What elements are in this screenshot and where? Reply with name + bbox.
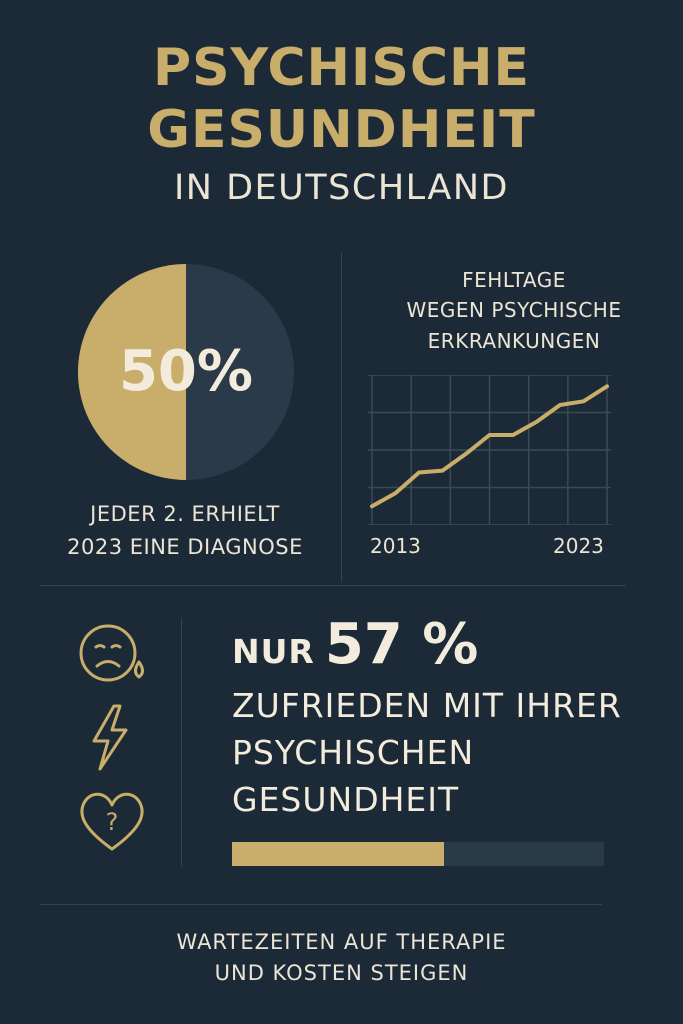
satisfaction-text-line-2: PSYCHISCHEN [232,733,475,772]
satisfaction-text-line-1: ZUFRIEDEN MIT IHRER [232,686,622,725]
x-tick-label-start: 2013 [370,534,421,558]
series-line-sick-days [370,384,609,509]
satisfaction-prefix: NUR [232,632,315,671]
divider-top-vertical [341,252,342,582]
svg-text:?: ? [106,808,119,836]
divider-middle [40,585,626,586]
chart-title-line-3: ERKRANKUNGEN [427,329,601,353]
subtitle: IN DEUTSCHLAND [173,168,510,208]
diagnosis-pie [78,264,294,480]
footer-line-1: WARTEZEITEN AUF THERAPIE [176,930,507,954]
chart-grid [368,375,611,525]
chart-title-line-2: WEGEN PSYCHISCHE [406,298,622,322]
satisfaction-text-line-3: GESUNDHEIT [232,780,460,819]
footer-line-2: UND KOSTEN STEIGEN [214,961,469,985]
diagnosis-caption-line-1: JEDER 2. ERHIELT [90,502,280,526]
title-line-2: GESUNDHEIT [147,100,536,160]
lightning-bolt-icon [92,704,128,771]
sick-days-line-chart [368,375,611,525]
chart-title-line-1: FEHLTAGE [462,268,566,292]
sad-tear-face-icon [79,624,144,682]
x-tick-label-end: 2023 [553,534,604,558]
title-line-1: PSYCHISCHE [152,38,531,98]
satisfaction-progress-bar [232,842,604,866]
satisfaction-value: 57 % [324,612,479,677]
diagnosis-value: 50% [118,339,254,404]
divider-footer [40,904,602,905]
pie-slice-diagnosis [78,264,186,480]
satisfaction-headline: NUR 57 % [232,612,478,677]
satisfaction-progress-fill [232,842,445,866]
divider-bottom-vertical [181,618,182,866]
diagnosis-caption-line-2: 2023 EINE DIAGNOSE [67,535,303,559]
heart-question-icon: ? [80,792,144,851]
